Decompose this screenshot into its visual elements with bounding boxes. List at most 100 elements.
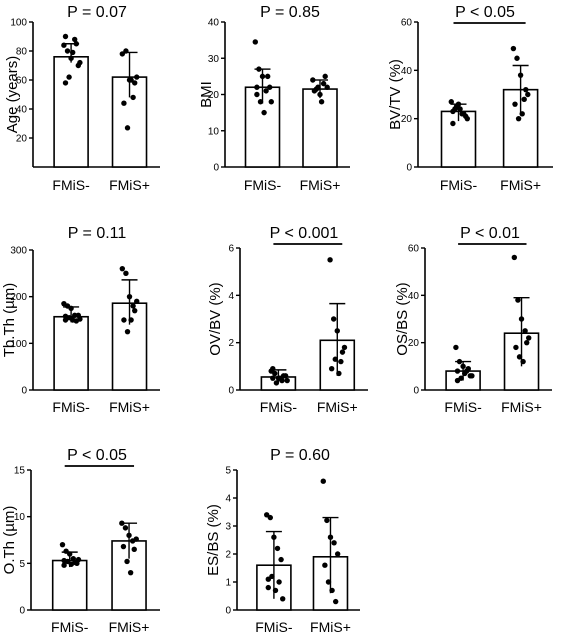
data-point <box>517 72 524 78</box>
p-value-title: P < 0.05 <box>455 4 515 21</box>
data-point <box>269 573 275 580</box>
data-point <box>332 356 338 362</box>
y-tick-label: 80 <box>16 47 28 58</box>
data-point <box>322 73 328 80</box>
data-point <box>453 344 459 351</box>
bar-FMiS- <box>53 315 89 391</box>
category-label: FMiS+ <box>109 619 150 635</box>
data-point <box>518 316 525 322</box>
y-tick-label: 3 <box>225 522 231 533</box>
data-point <box>520 358 526 365</box>
data-point <box>124 558 130 565</box>
data-point <box>522 328 528 334</box>
y-tick-label: 5 <box>19 559 25 570</box>
data-point <box>133 536 139 542</box>
data-point <box>280 596 286 602</box>
category-label: FMiS+ <box>109 399 150 415</box>
data-point <box>64 48 71 54</box>
data-point <box>450 120 456 127</box>
data-point <box>62 80 69 86</box>
y-tick-label: 40 <box>401 66 413 77</box>
data-point <box>310 77 316 83</box>
data-point <box>70 49 76 56</box>
y-tick-label: 20 <box>16 134 28 145</box>
data-point <box>132 80 138 86</box>
y-axis-label: OV/BV (%) <box>207 282 224 355</box>
data-point <box>130 94 136 101</box>
category-label: FMiS- <box>440 177 478 193</box>
category-label: FMiS+ <box>501 399 542 415</box>
y-tick-label: 40 <box>208 18 220 29</box>
data-point <box>66 74 72 80</box>
data-point <box>252 39 258 45</box>
data-point <box>126 293 133 300</box>
p-value-title: P = 0.11 <box>68 225 127 242</box>
p-value-title: P < 0.001 <box>270 225 339 242</box>
chart-panel-1: 20 40 60 80 100 Age (years) FMiS- FMiS+ P = 0.07 <box>4 4 160 193</box>
data-point <box>62 313 69 319</box>
data-point <box>127 569 134 576</box>
data-point <box>259 73 266 80</box>
data-point <box>524 339 530 346</box>
data-point <box>320 80 327 87</box>
data-point <box>73 41 80 47</box>
y-tick-label: 0 <box>406 163 412 174</box>
data-point <box>121 317 127 323</box>
y-axis-label: O.Th (µm) <box>1 506 18 575</box>
data-point <box>324 517 330 524</box>
data-point <box>120 543 127 550</box>
data-point <box>338 358 344 365</box>
data-point <box>134 298 140 305</box>
data-point <box>450 108 456 115</box>
data-point <box>519 111 525 117</box>
data-point <box>514 55 520 61</box>
data-point <box>268 99 274 105</box>
category-label: FMiS+ <box>300 177 341 193</box>
data-point <box>270 366 276 372</box>
data-point <box>322 562 328 568</box>
data-point <box>72 36 78 43</box>
y-tick-label: 2 <box>225 550 231 561</box>
data-point <box>124 125 131 131</box>
data-point <box>317 91 323 98</box>
data-point <box>515 115 522 122</box>
data-point <box>521 96 527 103</box>
y-tick-label: 0 <box>413 386 419 397</box>
data-point <box>523 86 529 93</box>
chart-panel-5: 0 2 4 6 OV/BV (%) FMiS- FMiS+ P < 0.001 <box>207 225 368 415</box>
data-point <box>61 42 67 48</box>
data-point <box>123 270 129 277</box>
p-value-title: P = 0.07 <box>67 4 127 21</box>
data-point <box>267 84 273 90</box>
p-value-title: P = 0.60 <box>270 447 330 464</box>
data-point <box>461 111 467 117</box>
data-point <box>512 101 518 107</box>
data-point <box>330 316 337 322</box>
data-point <box>274 545 281 552</box>
y-tick-label: 60 <box>401 18 413 29</box>
y-tick-label: 40 <box>16 105 28 116</box>
data-point <box>341 344 348 351</box>
y-tick-label: 200 <box>10 292 27 303</box>
chart-panel-2: 0 10 20 30 40 BMI FMiS- FMiS+ P = 0.85 <box>198 4 350 193</box>
data-point <box>284 377 290 384</box>
data-point <box>510 45 517 52</box>
chart-panel-7: 0 5 10 15 O.Th (µm) FMiS- FMiS+ P < 0.05 <box>1 447 160 635</box>
data-point <box>276 579 282 585</box>
data-point <box>77 316 83 322</box>
y-tick-label: 0 <box>21 386 27 397</box>
y-tick-label: 4 <box>228 291 234 302</box>
data-point <box>134 74 140 80</box>
data-point <box>526 335 532 341</box>
data-point <box>511 254 518 261</box>
data-point <box>128 317 134 323</box>
data-point <box>131 546 137 553</box>
p-value-title: P < 0.01 <box>460 225 520 242</box>
data-point <box>311 88 318 94</box>
data-point <box>254 84 260 90</box>
y-axis-label: BV/TV (%) <box>387 59 404 130</box>
data-point <box>265 584 271 591</box>
y-tick-label: 100 <box>10 18 27 29</box>
category-label: FMiS- <box>51 619 89 635</box>
